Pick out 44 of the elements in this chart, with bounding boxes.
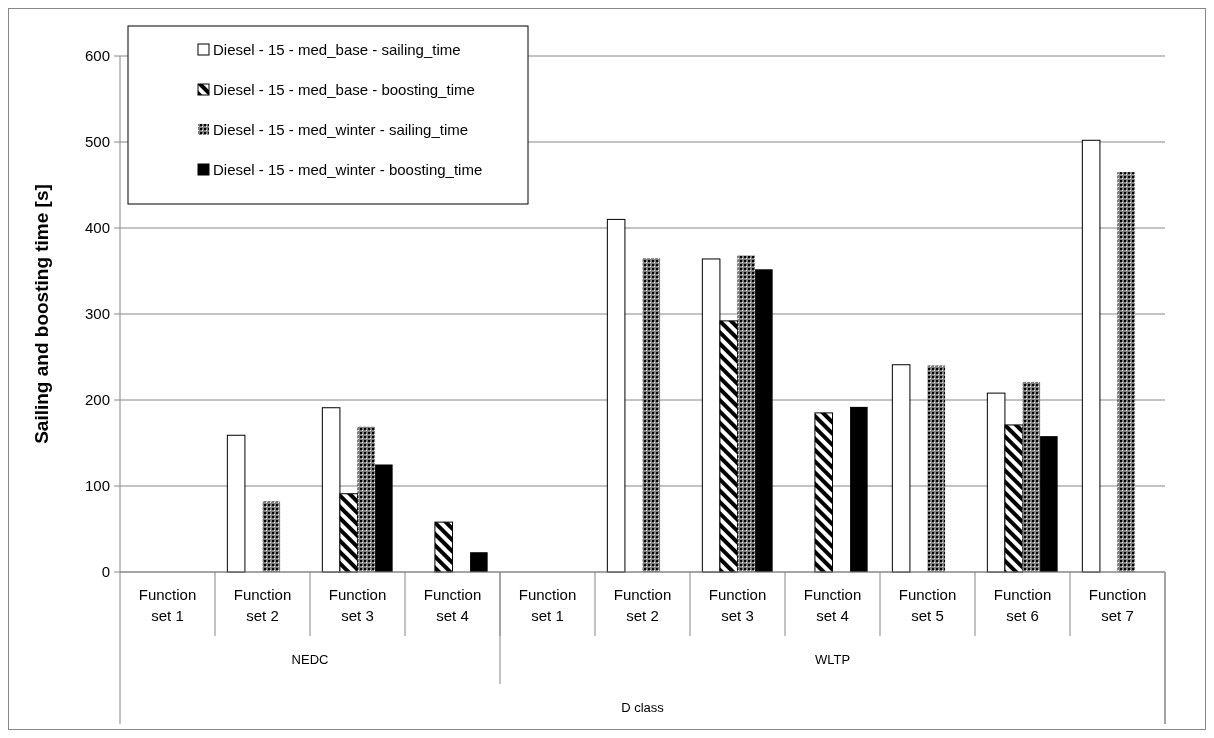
bar: [1081, 139, 1101, 573]
x-tick-label: Function set 4: [803, 586, 862, 624]
x-tick-label: Function set 1: [138, 586, 197, 624]
x-tick-label: Function set 1: [518, 586, 577, 624]
bar: [375, 464, 393, 572]
bar: [1040, 436, 1058, 572]
x-tick-label: Function set 6: [993, 586, 1052, 624]
bar: [262, 501, 281, 572]
bar: [470, 552, 488, 572]
text: NEDC: [291, 652, 329, 667]
x-tick-label: Function set 4: [423, 586, 482, 624]
x-tick-label: Function set 2: [613, 586, 672, 624]
bar: [814, 412, 833, 573]
bar: [850, 406, 868, 572]
y-tick-label: 600: [84, 47, 110, 65]
x-tick-label: Function set 5: [898, 586, 957, 624]
bar: [737, 255, 756, 572]
x-tick-label: Function set 7: [1088, 586, 1147, 624]
bar: [1022, 381, 1041, 572]
bar: [357, 426, 376, 572]
bar: [755, 269, 773, 572]
text: WLTP: [814, 652, 851, 667]
legend-label: Diesel - 15 - med_winter - sailing_time: [213, 121, 469, 139]
bar: [434, 521, 453, 573]
bar: [606, 218, 626, 573]
y-axis-title: Sailing and boosting time [s]: [31, 184, 52, 444]
bar: [927, 365, 946, 572]
legend-label: Diesel - 15 - med_winter - boosting_time: [213, 161, 483, 179]
x-tick-label: Function set 3: [328, 586, 387, 624]
x-tick-label: Function set 2: [233, 586, 292, 624]
bar: [891, 364, 911, 573]
text: D class: [621, 700, 665, 715]
y-tick-label: 500: [84, 133, 110, 151]
x-tick-label: Function set 3: [708, 586, 767, 624]
y-tick-label: 0: [101, 563, 110, 581]
y-tick-label: 100: [84, 477, 110, 495]
y-tick-label: 400: [84, 219, 110, 237]
y-tick-label: 200: [84, 391, 110, 409]
legend-label: Diesel - 15 - med_base - boosting_time: [213, 81, 475, 99]
legend-label: Diesel - 15 - med_base - sailing_time: [213, 41, 461, 59]
bar: [642, 258, 661, 572]
bar: [226, 434, 246, 573]
y-tick-label: 300: [84, 305, 110, 323]
bar: [1117, 172, 1136, 572]
